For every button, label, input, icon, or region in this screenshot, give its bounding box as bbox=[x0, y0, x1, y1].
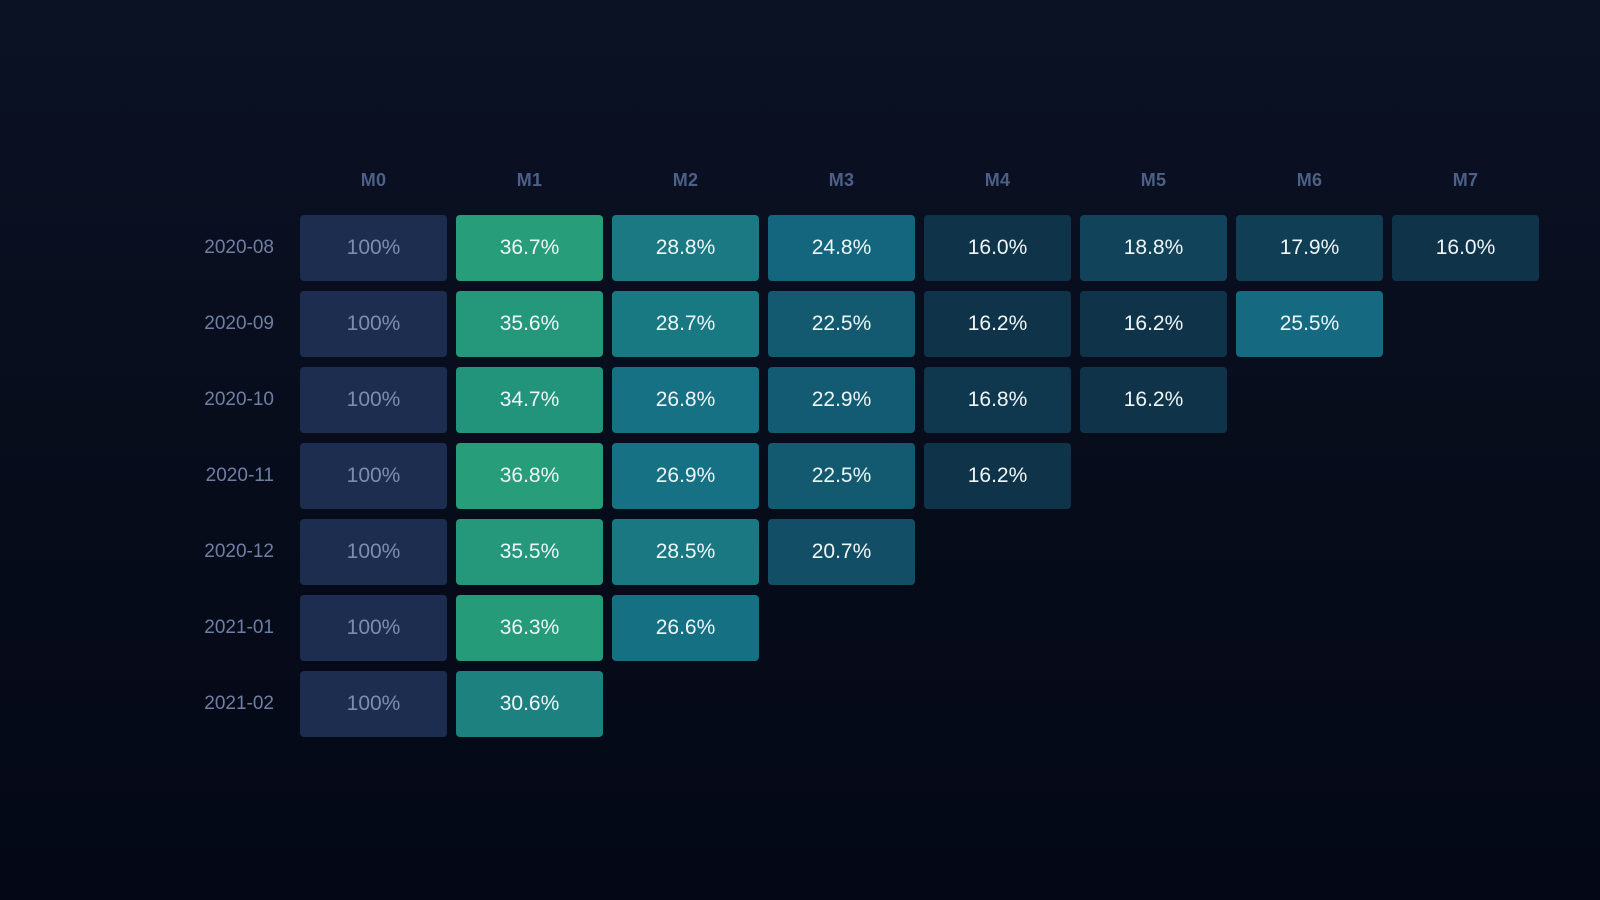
heatmap-cell-2020-10-m2: 26.8% bbox=[612, 367, 759, 433]
heatmap-cell-2020-09-m3: 22.5% bbox=[768, 291, 915, 357]
heatmap-cell-2020-09-m1: 35.6% bbox=[456, 291, 603, 357]
heatmap-cell-2020-08-m6: 17.9% bbox=[1236, 215, 1383, 281]
column-header-m6: M6 bbox=[1296, 170, 1323, 190]
heatmap-cell-2020-10-m3: 22.9% bbox=[768, 367, 915, 433]
column-header-m4: M4 bbox=[984, 170, 1011, 190]
heatmap-cell-2021-02-m0: 100% bbox=[300, 671, 447, 737]
column-header-m3: M3 bbox=[828, 170, 855, 190]
heatmap-cell-2020-09-m0: 100% bbox=[300, 291, 447, 357]
heatmap-cell-2020-11-m4: 16.2% bbox=[924, 443, 1071, 509]
heatmap-cell-2020-12-m3: 20.7% bbox=[768, 519, 915, 585]
heatmap-cell-2020-10-m4: 16.8% bbox=[924, 367, 1071, 433]
heatmap-cell-2020-08-m0: 100% bbox=[300, 215, 447, 281]
heatmap-cell-2020-10-m1: 34.7% bbox=[456, 367, 603, 433]
heatmap-cell-2020-09-m2: 28.7% bbox=[612, 291, 759, 357]
row-label-2020-09: 2020-09 bbox=[204, 313, 274, 334]
row-label-2021-01: 2021-01 bbox=[204, 617, 274, 638]
heatmap-cell-2020-08-m5: 18.8% bbox=[1080, 215, 1227, 281]
column-header-m5: M5 bbox=[1140, 170, 1167, 190]
heatmap-cell-2021-01-m0: 100% bbox=[300, 595, 447, 661]
row-label-2020-10: 2020-10 bbox=[204, 389, 274, 410]
heatmap-cell-2020-11-m3: 22.5% bbox=[768, 443, 915, 509]
heatmap-cell-2020-10-m5: 16.2% bbox=[1080, 367, 1227, 433]
heatmap-cell-2020-08-m1: 36.7% bbox=[456, 215, 603, 281]
heatmap-cell-2020-08-m3: 24.8% bbox=[768, 215, 915, 281]
heatmap-cell-2020-08-m4: 16.0% bbox=[924, 215, 1071, 281]
heatmap-cell-2020-09-m4: 16.2% bbox=[924, 291, 1071, 357]
row-label-2020-11: 2020-11 bbox=[205, 465, 274, 486]
heatmap-cell-2020-12-m1: 35.5% bbox=[456, 519, 603, 585]
heatmap-cell-2020-12-m0: 100% bbox=[300, 519, 447, 585]
column-header-m0: M0 bbox=[360, 170, 387, 190]
heatmap-cell-2020-08-m7: 16.0% bbox=[1392, 215, 1539, 281]
row-label-2020-12: 2020-12 bbox=[204, 541, 274, 562]
column-header-m7: M7 bbox=[1452, 170, 1479, 190]
heatmap-cell-2020-08-m2: 28.8% bbox=[612, 215, 759, 281]
column-header-m1: M1 bbox=[516, 170, 543, 190]
heatmap-cell-2020-11-m0: 100% bbox=[300, 443, 447, 509]
heatmap-cell-2020-10-m0: 100% bbox=[300, 367, 447, 433]
row-label-2021-02: 2021-02 bbox=[204, 693, 274, 714]
column-header-m2: M2 bbox=[672, 170, 699, 190]
heatmap-cell-2020-09-m5: 16.2% bbox=[1080, 291, 1227, 357]
heatmap-cell-2020-11-m1: 36.8% bbox=[456, 443, 603, 509]
heatmap-cell-2020-09-m6: 25.5% bbox=[1236, 291, 1383, 357]
heatmap-cell-2020-11-m2: 26.9% bbox=[612, 443, 759, 509]
row-label-2020-08: 2020-08 bbox=[204, 237, 274, 258]
heatmap-cell-2020-12-m2: 28.5% bbox=[612, 519, 759, 585]
heatmap-cell-2021-01-m2: 26.6% bbox=[612, 595, 759, 661]
heatmap-cell-2021-02-m1: 30.6% bbox=[456, 671, 603, 737]
heatmap-cell-2021-01-m1: 36.3% bbox=[456, 595, 603, 661]
